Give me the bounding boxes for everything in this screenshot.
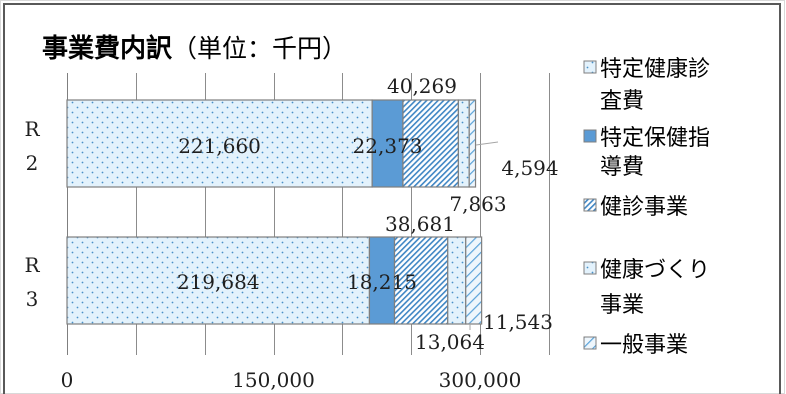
bars-layer	[66, 99, 483, 325]
legend-label: 特定保健指	[600, 126, 710, 151]
data-label: 22,373	[353, 134, 423, 158]
legend-label: 健康づくり	[600, 258, 710, 283]
data-label: 13,064	[415, 330, 485, 354]
data-label: 221,660	[178, 134, 261, 158]
data-label: 11,543	[483, 310, 553, 334]
data-labels-layer: 221,660 22,373 40,269 7,863 4,594 219,684 18,2…	[177, 74, 559, 354]
x-tick-label: 0	[61, 368, 74, 392]
data-label: 40,269	[387, 74, 457, 98]
legend-label: 特定健康診	[600, 57, 710, 82]
category-labels: R 2 R 3	[24, 117, 40, 311]
chart-title: 事業費内訳（単位：千円）	[42, 33, 347, 63]
category-label: R	[24, 117, 40, 141]
chart-title-unit: （単位：千円）	[172, 34, 347, 63]
category-label: 2	[26, 151, 39, 175]
bar-segment	[66, 99, 373, 188]
data-label: 7,863	[449, 192, 506, 216]
bar-segment	[457, 99, 470, 188]
data-label: 219,684	[177, 270, 260, 294]
legend-label: 導費	[600, 155, 644, 180]
x-tick-label: 150,000	[232, 368, 315, 392]
data-label: 18,215	[347, 270, 417, 294]
legend-swatch	[583, 198, 597, 212]
legend-label: 査費	[600, 89, 644, 114]
legend-swatch	[583, 261, 597, 275]
legend-label: 事業	[600, 293, 644, 318]
chart-title-main: 事業費内訳	[42, 33, 173, 63]
bar-segment	[468, 99, 477, 188]
legend-swatch	[583, 60, 597, 74]
bar-segment	[447, 236, 467, 325]
category-label: 3	[26, 287, 39, 311]
x-tick-label: 300,000	[439, 368, 522, 392]
legend-swatch	[583, 129, 597, 143]
legend-label: 一般事業	[600, 333, 688, 358]
data-label: 4,594	[501, 156, 558, 180]
leader-line	[475, 141, 499, 146]
x-tick-labels: 0 150,000 300,000	[61, 368, 522, 392]
bar-segment	[66, 236, 371, 325]
bar-segment	[465, 236, 483, 325]
legend-label: 健診事業	[600, 195, 688, 220]
category-label: R	[24, 253, 40, 277]
legend-swatch	[583, 336, 597, 350]
data-label: 38,681	[385, 212, 455, 236]
